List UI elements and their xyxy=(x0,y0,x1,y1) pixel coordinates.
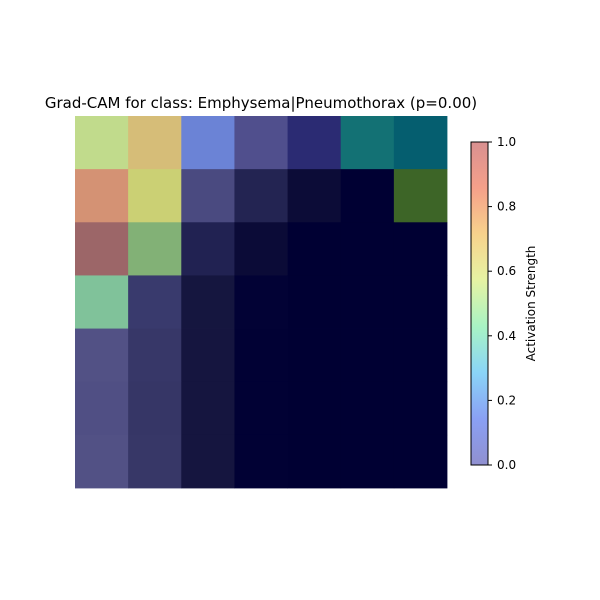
heatmap-cell-r0-c5 xyxy=(340,116,395,170)
heatmap-cell-r1-c1 xyxy=(128,169,182,223)
heatmap-cell-r1-c5 xyxy=(340,169,395,223)
heatmap-cell-r5-c4 xyxy=(287,381,342,436)
heatmap-cell-r5-c6 xyxy=(393,381,448,436)
heatmap-cell-r6-c1 xyxy=(128,434,182,489)
heatmap-cell-r0-c3 xyxy=(234,116,288,170)
heatmap-cell-r1-c3 xyxy=(234,169,288,223)
heatmap-cell-r2-c0 xyxy=(75,222,129,276)
colorbar-label: Activation Strength xyxy=(524,246,538,362)
heatmap-cell-r5-c3 xyxy=(234,381,288,436)
colorbar-tick-label-2: 0.4 xyxy=(497,329,516,343)
heatmap-cell-r6-c0 xyxy=(75,434,129,489)
heatmap-cell-r4-c5 xyxy=(340,328,395,383)
heatmap-cell-r0-c2 xyxy=(181,116,235,170)
heatmap-cell-r0-c0 xyxy=(75,116,129,170)
heatmap-cell-r3-c3 xyxy=(234,275,288,329)
heatmap-cell-r3-c4 xyxy=(287,275,342,329)
heatmap-cell-r1-c6 xyxy=(393,169,448,223)
colorbar-tick-label-4: 0.8 xyxy=(497,200,516,214)
heatmap-cell-r6-c2 xyxy=(181,434,235,489)
heatmap-cell-r5-c5 xyxy=(340,381,395,436)
heatmap-cell-r6-c4 xyxy=(287,434,342,489)
heatmap-cell-r0-c1 xyxy=(128,116,182,170)
heatmap-cell-r2-c1 xyxy=(128,222,182,276)
heatmap-cell-r1-c0 xyxy=(75,169,129,223)
heatmap-cell-r2-c2 xyxy=(181,222,235,276)
heatmap-cell-r4-c0 xyxy=(75,328,129,383)
heatmap-cell-r4-c3 xyxy=(234,328,288,383)
colorbar-tick-label-0: 0.0 xyxy=(497,458,516,472)
heatmap-cell-r3-c5 xyxy=(340,275,395,329)
heatmap-cell-r0-c6 xyxy=(393,116,448,170)
colorbar xyxy=(470,141,489,466)
colorbar-tick-label-5: 1.0 xyxy=(497,135,516,149)
heatmap-cell-r1-c2 xyxy=(181,169,235,223)
heatmap-cell-r3-c0 xyxy=(75,275,129,329)
heatmap-cell-r3-c2 xyxy=(181,275,235,329)
heatmap-cell-r6-c3 xyxy=(234,434,288,489)
heatmap-grid xyxy=(75,116,448,489)
colorbar-tick-label-1: 0.2 xyxy=(497,393,516,407)
heatmap-cell-r5-c2 xyxy=(181,381,235,436)
heatmap-cell-r3-c6 xyxy=(393,275,448,329)
chart-title: Grad-CAM for class: Emphysema|Pneumothor… xyxy=(45,94,477,112)
colorbar-tick-label-3: 0.6 xyxy=(497,264,516,278)
heatmap-cell-r4-c4 xyxy=(287,328,342,383)
heatmap-cell-r6-c6 xyxy=(393,434,448,489)
heatmap-cell-r2-c4 xyxy=(287,222,342,276)
heatmap-cell-r3-c1 xyxy=(128,275,182,329)
heatmap-cell-r2-c6 xyxy=(393,222,448,276)
colorbar-ticks: 0.0 0.2 0.4 0.6 0.8 1.0 xyxy=(488,135,516,472)
heatmap-cell-r0-c4 xyxy=(287,116,342,170)
heatmap-cell-r5-c1 xyxy=(128,381,182,436)
heatmap-cell-r2-c3 xyxy=(234,222,288,276)
heatmap-cell-r1-c4 xyxy=(287,169,342,223)
heatmap-cell-r4-c6 xyxy=(393,328,448,383)
heatmap-cell-r6-c5 xyxy=(340,434,395,489)
heatmap-cell-r4-c2 xyxy=(181,328,235,383)
heatmap-cell-r4-c1 xyxy=(128,328,182,383)
heatmap-cell-r5-c0 xyxy=(75,381,129,436)
heatmap-cell-r2-c5 xyxy=(340,222,395,276)
